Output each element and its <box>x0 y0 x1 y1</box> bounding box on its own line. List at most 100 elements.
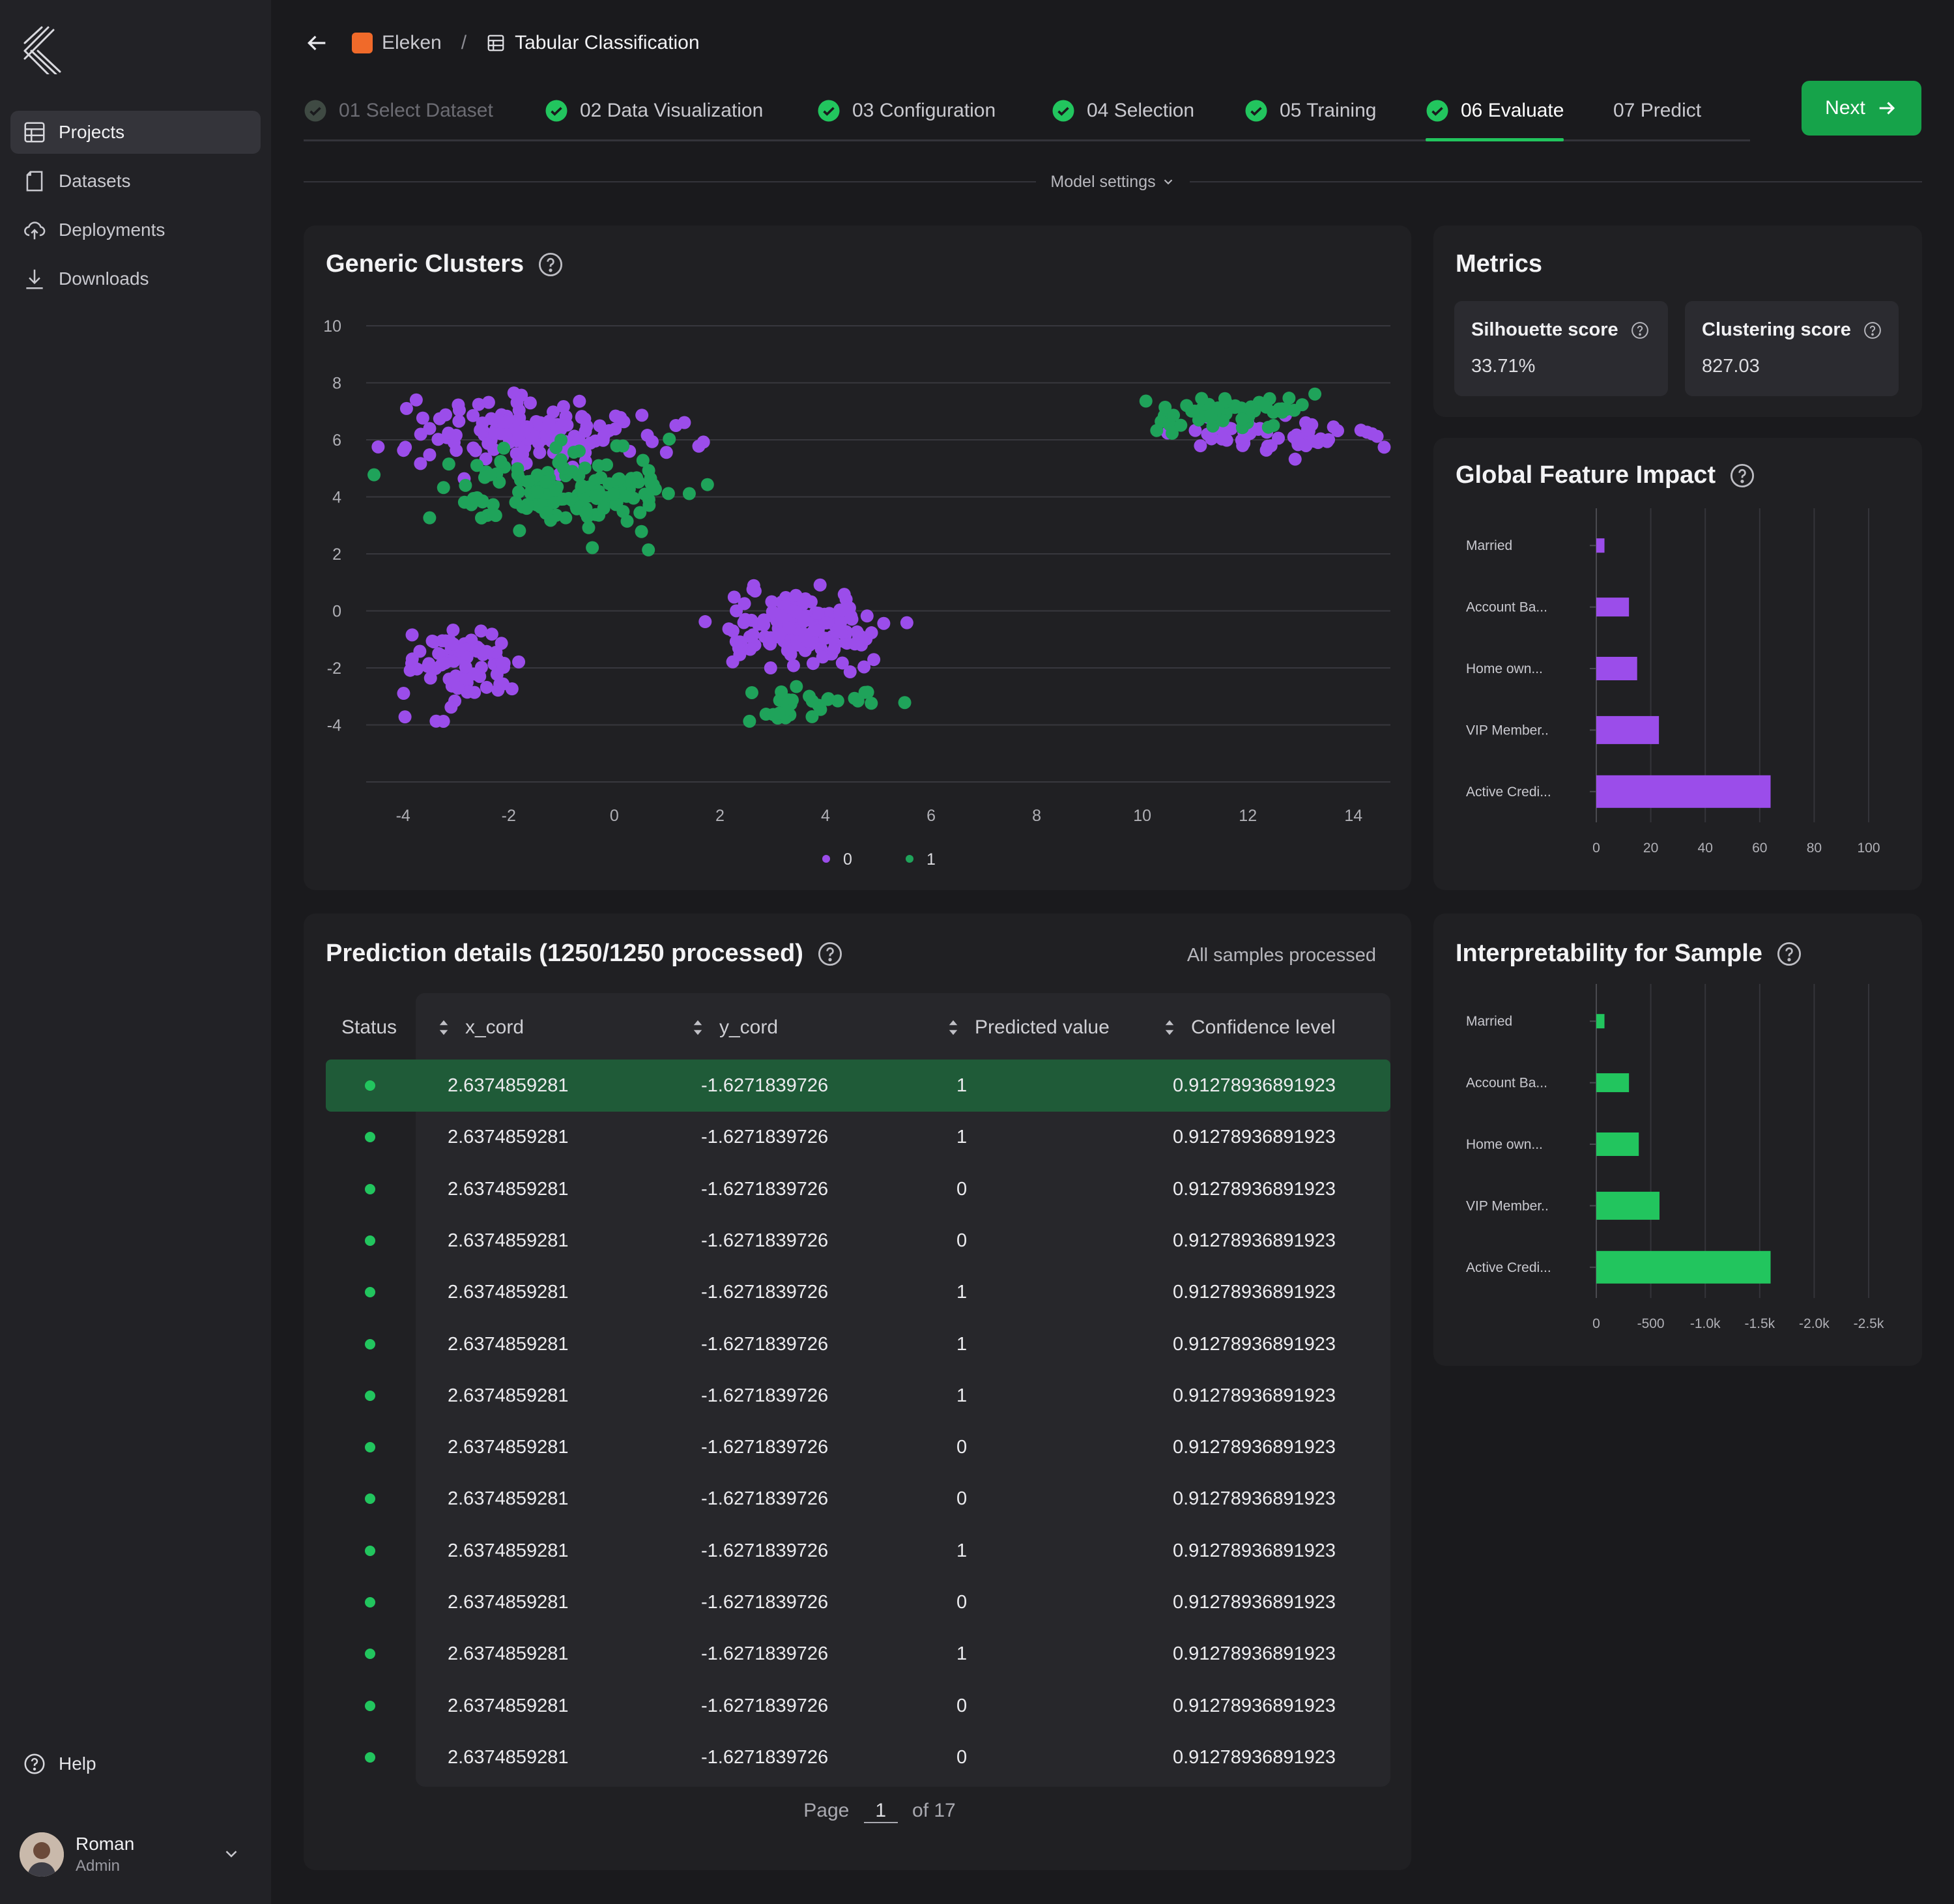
data-point-series-0 <box>1299 416 1313 429</box>
table-row[interactable]: 2.6374859281 -1.6271839726 0 0.912789368919… <box>326 1163 1390 1215</box>
step-select-dataset[interactable]: 01 Select Dataset <box>304 90 493 132</box>
step-selection[interactable]: 04 Selection <box>1052 90 1194 132</box>
chevron-down-icon[interactable] <box>222 1844 241 1864</box>
user-role: Admin <box>76 1857 121 1875</box>
step-label: 01 Select Dataset <box>339 100 493 121</box>
help-circle-icon[interactable] <box>1775 940 1803 968</box>
next-button[interactable]: Next <box>1802 81 1921 136</box>
user-menu[interactable]: Roman Admin <box>20 1830 241 1879</box>
column-header-confidence-level[interactable]: Confidence level <box>1162 1017 1336 1039</box>
table-row[interactable]: 2.6374859281 -1.6271839726 0 0.912789368919… <box>326 1680 1390 1732</box>
status-dot <box>365 1183 375 1194</box>
data-point-series-0 <box>496 677 510 691</box>
y-category-label: VIP Member.. <box>1466 1198 1549 1213</box>
status-dot <box>365 1132 375 1143</box>
bar <box>1596 1250 1771 1284</box>
table-row[interactable]: 2.6374859281 -1.6271839726 1 0.912789368919… <box>326 1525 1390 1577</box>
table-row[interactable]: 2.6374859281 -1.6271839726 1 0.912789368919… <box>326 1370 1390 1422</box>
model-settings-label: Model settings <box>1050 172 1156 191</box>
data-point-series-0 <box>722 622 736 636</box>
status-dot <box>365 1287 375 1298</box>
breadcrumb-separator: / <box>461 32 467 53</box>
column-header-x-cord[interactable]: x_cord <box>437 1017 524 1039</box>
check-circle-icon <box>818 100 840 122</box>
data-point-series-1 <box>442 457 455 471</box>
data-point-series-1 <box>785 693 799 707</box>
step-configuration[interactable]: 03 Configuration <box>817 90 996 132</box>
data-point-series-0 <box>512 655 526 669</box>
cell-x-cord: 2.6374859281 <box>448 1333 569 1355</box>
model-settings-toggle[interactable]: Model settings <box>1036 173 1189 192</box>
table-row[interactable]: 2.6374859281 -1.6271839726 1 0.912789368919… <box>326 1111 1390 1163</box>
data-point-series-1 <box>700 478 714 491</box>
data-point-series-0 <box>542 414 556 428</box>
help-link[interactable]: Help <box>22 1752 96 1776</box>
step-training[interactable]: 05 Training <box>1244 90 1376 132</box>
step-predict[interactable]: 07 Predict <box>1613 90 1701 132</box>
sidebar-item-deployments[interactable]: Deployments <box>10 209 261 252</box>
x-tick-label: 0 <box>1592 1316 1600 1331</box>
data-point-series-0 <box>470 644 484 658</box>
data-point-series-1 <box>459 478 472 492</box>
column-header-status: Status <box>341 1017 397 1039</box>
data-point-series-1 <box>476 495 489 509</box>
data-point-series-1 <box>848 691 861 705</box>
x-tick-label: 80 <box>1807 841 1822 856</box>
y-category-label: Active Credi... <box>1466 785 1551 800</box>
stepper: 01 Select Dataset 02 Data Visualization … <box>304 90 1750 141</box>
help-circle-icon[interactable] <box>1630 321 1650 340</box>
table-row[interactable]: 2.6374859281 -1.6271839726 1 0.912789368919… <box>326 1266 1390 1318</box>
back-arrow-icon[interactable] <box>304 30 330 56</box>
step-evaluate[interactable]: 06 Evaluate <box>1426 90 1564 141</box>
y-category-label: Home own... <box>1466 661 1543 676</box>
data-point-series-0 <box>500 416 513 429</box>
table-row[interactable]: 2.6374859281 -1.6271839726 1 0.912789368919… <box>326 1628 1390 1680</box>
data-point-series-0 <box>837 588 851 601</box>
step-data-visualization[interactable]: 02 Data Visualization <box>545 90 763 132</box>
help-label: Help <box>59 1753 96 1774</box>
help-circle-icon[interactable] <box>816 940 844 968</box>
data-point-series-1 <box>549 440 563 454</box>
x-tick-label: 0 <box>610 807 619 825</box>
data-point-series-0 <box>818 631 832 645</box>
table-row[interactable]: 2.6374859281 -1.6271839726 0 0.912789368919… <box>326 1421 1390 1473</box>
sidebar-item-downloads[interactable]: Downloads <box>10 257 261 300</box>
data-point-series-0 <box>432 647 446 661</box>
data-point-series-0 <box>1204 430 1218 444</box>
table-row[interactable]: 2.6374859281 -1.6271839726 0 0.912789368919… <box>326 1576 1390 1628</box>
interpretability-title-text: Interpretability for Sample <box>1456 940 1762 967</box>
app-logo[interactable] <box>22 25 61 74</box>
check-circle-icon <box>1052 100 1074 122</box>
column-header-y-cord[interactable]: y_cord <box>691 1017 778 1039</box>
sidebar: Projects Datasets Deployments Downloads … <box>0 0 271 1904</box>
table-row[interactable]: 2.6374859281 -1.6271839726 0 0.912789368919… <box>326 1731 1390 1783</box>
table-row[interactable]: 2.6374859281 -1.6271839726 1 0.912789368919… <box>326 1060 1390 1112</box>
clusters-card: Generic Clusters 10 8 6 4 2 0 -2 -4 -4 -2 0 2 4 6 8 10 1… <box>304 225 1411 890</box>
x-tick-label: -2 <box>502 807 516 825</box>
breadcrumb-project[interactable]: Eleken <box>382 32 442 53</box>
help-circle-icon[interactable] <box>537 251 564 278</box>
sidebar-nav: Projects Datasets Deployments Downloads <box>10 111 261 306</box>
table-row[interactable]: 2.6374859281 -1.6271839726 0 0.912789368919… <box>326 1215 1390 1267</box>
help-circle-icon[interactable] <box>1729 462 1756 489</box>
status-dot <box>365 1235 375 1246</box>
table-row[interactable]: 2.6374859281 -1.6271839726 1 0.912789368919… <box>326 1318 1390 1370</box>
table-body-background <box>416 993 1390 1787</box>
column-header-predicted-value[interactable]: Predicted value <box>946 1017 1110 1039</box>
data-point-series-1 <box>814 702 827 716</box>
x-tick-label: -2.0k <box>1799 1316 1830 1331</box>
sidebar-item-datasets[interactable]: Datasets <box>10 160 261 203</box>
data-point-series-0 <box>588 434 602 448</box>
y-category-label: Married <box>1466 538 1512 553</box>
page-number-input[interactable]: 1 <box>863 1800 898 1823</box>
data-point-series-0 <box>556 400 570 414</box>
data-point-series-1 <box>642 464 655 478</box>
data-point-series-0 <box>480 680 493 694</box>
sidebar-item-projects[interactable]: Projects <box>10 111 261 154</box>
table-row[interactable]: 2.6374859281 -1.6271839726 0 0.912789368919… <box>326 1473 1390 1525</box>
data-point-series-0 <box>738 597 751 611</box>
data-point-series-1 <box>1139 394 1153 408</box>
metrics-card: Metrics Silhouette score 33.71% Clusteri… <box>1433 225 1922 417</box>
data-point-series-1 <box>661 487 675 500</box>
help-circle-icon[interactable] <box>1863 321 1882 340</box>
